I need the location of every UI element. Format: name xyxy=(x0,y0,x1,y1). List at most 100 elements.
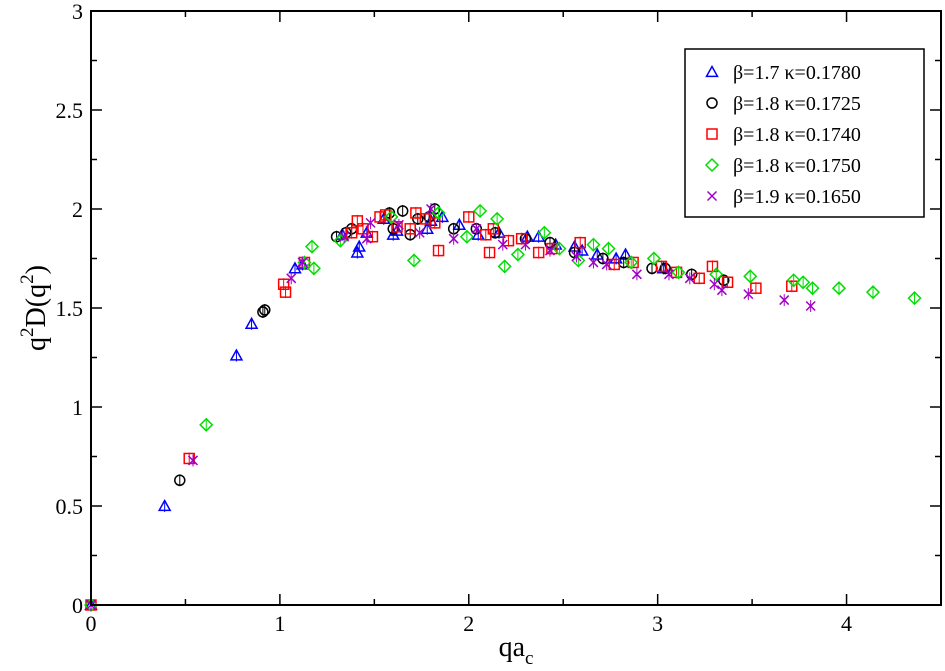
data-point xyxy=(624,255,639,270)
legend-label: β=1.9 κ=0.1650 xyxy=(733,186,861,208)
data-point xyxy=(174,474,186,487)
data-point xyxy=(684,273,695,284)
y-tick-label: 1 xyxy=(72,395,83,420)
data-point xyxy=(463,211,475,223)
y-tick-label: 0 xyxy=(72,593,83,618)
data-point xyxy=(229,348,244,361)
legend-box xyxy=(684,48,925,218)
data-point xyxy=(588,257,599,268)
data-point xyxy=(425,203,437,215)
data-point xyxy=(259,304,271,316)
x-tick-label: 1 xyxy=(274,611,285,636)
data-point xyxy=(709,279,720,290)
data-point xyxy=(743,269,758,284)
data-point xyxy=(286,273,297,284)
legend-marker xyxy=(706,190,718,202)
data-point xyxy=(497,239,508,250)
data-point xyxy=(608,258,620,271)
data-point xyxy=(384,209,399,224)
data-point xyxy=(663,269,675,280)
data-point xyxy=(352,239,366,252)
data-point xyxy=(304,239,320,254)
data-point xyxy=(601,259,612,270)
data-point xyxy=(659,262,671,275)
y-axis-title: q2D(q2) xyxy=(17,265,52,351)
data-point xyxy=(390,223,404,236)
y-tick-label: 1.5 xyxy=(56,296,84,321)
data-point xyxy=(257,306,269,318)
data-point xyxy=(786,280,798,292)
data-point xyxy=(544,245,556,256)
data-point xyxy=(586,237,601,252)
data-point xyxy=(414,227,425,238)
data-point xyxy=(410,207,422,219)
x-tick-label: 2 xyxy=(463,611,474,636)
data-point xyxy=(429,217,441,229)
data-point xyxy=(393,219,404,230)
data-point xyxy=(279,286,292,298)
data-point xyxy=(365,217,376,228)
data-point xyxy=(537,225,552,240)
x-tick-label: 4 xyxy=(841,611,852,636)
data-point xyxy=(345,227,358,239)
legend-marker xyxy=(704,157,720,173)
data-point xyxy=(520,239,531,250)
x-tick-label: 0 xyxy=(86,611,97,636)
data-point xyxy=(412,213,424,225)
data-point xyxy=(502,234,515,247)
data-point xyxy=(750,282,762,294)
legend-label: β=1.8 κ=0.1740 xyxy=(733,124,861,146)
data-point xyxy=(492,225,506,238)
data-point xyxy=(391,221,403,233)
data-point xyxy=(655,260,668,273)
legend: β=1.7 κ=0.1780 β=1.8 κ=0.1725 β=1.8 κ=0.17… xyxy=(684,48,925,218)
series-3 xyxy=(85,206,798,611)
data-point xyxy=(483,246,496,259)
data-point xyxy=(601,241,616,256)
data-point xyxy=(907,291,922,306)
data-point xyxy=(796,275,811,290)
legend-label: β=1.8 κ=0.1750 xyxy=(733,155,861,177)
data-point xyxy=(831,281,847,296)
data-point xyxy=(306,261,321,276)
data-point xyxy=(396,205,409,217)
data-point xyxy=(716,285,727,296)
data-point xyxy=(471,223,482,234)
y-tick-labels: 0 0.5 1 1.5 2 2.5 3 xyxy=(56,0,84,618)
legend-marker xyxy=(706,97,718,109)
data-point xyxy=(515,232,528,245)
data-point xyxy=(406,253,422,268)
data-point xyxy=(339,231,350,242)
data-point xyxy=(631,269,642,280)
data-point xyxy=(366,230,379,243)
data-point xyxy=(709,267,724,282)
data-point xyxy=(546,242,558,255)
data-point xyxy=(609,251,623,264)
data-point xyxy=(387,223,399,235)
data-point xyxy=(431,205,446,221)
series-5 xyxy=(85,203,816,611)
legend-marker xyxy=(706,128,718,140)
data-point xyxy=(480,228,492,241)
data-point xyxy=(671,265,686,280)
data-point xyxy=(361,233,372,244)
y-tick-label: 2 xyxy=(72,197,83,222)
legend-label: β=1.7 κ=0.1780 xyxy=(733,62,861,84)
data-point xyxy=(646,251,661,266)
data-point xyxy=(693,272,705,285)
data-point xyxy=(618,247,633,260)
plot-frame xyxy=(90,10,942,606)
data-point xyxy=(805,281,820,296)
data-point xyxy=(297,257,308,268)
data-point xyxy=(448,233,459,244)
data-point xyxy=(497,259,512,274)
data-point xyxy=(532,246,545,259)
data-point xyxy=(435,209,450,223)
data-point xyxy=(350,245,365,258)
data-point xyxy=(157,498,172,512)
data-point xyxy=(459,229,474,244)
y-tick-label: 3 xyxy=(72,0,83,24)
data-point xyxy=(574,236,586,249)
data-point xyxy=(277,278,290,290)
